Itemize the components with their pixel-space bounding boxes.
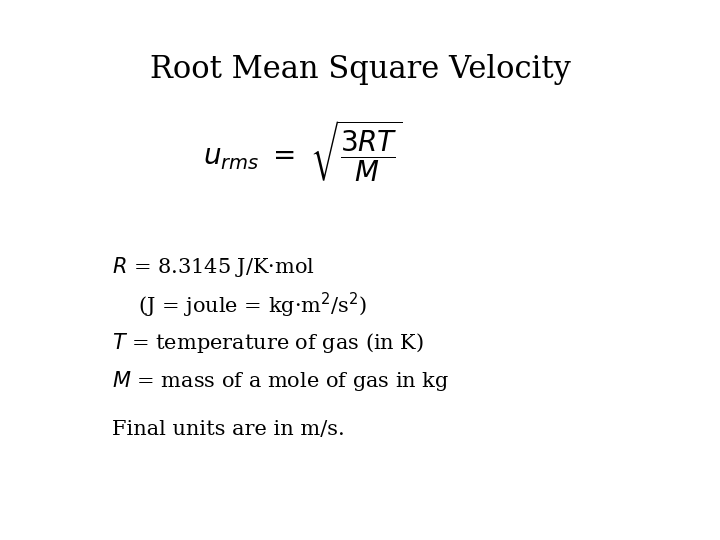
Text: (J = joule = kg·m$^2$/s$^2$): (J = joule = kg·m$^2$/s$^2$) bbox=[112, 291, 366, 320]
Text: $u_{rms}\ =\ \sqrt{\dfrac{3RT}{M}}$: $u_{rms}\ =\ \sqrt{\dfrac{3RT}{M}}$ bbox=[203, 119, 402, 184]
Text: Final units are in m/s.: Final units are in m/s. bbox=[112, 420, 344, 439]
Text: Root Mean Square Velocity: Root Mean Square Velocity bbox=[150, 54, 570, 85]
Text: $R$ = 8.3145 J/K·mol: $R$ = 8.3145 J/K·mol bbox=[112, 255, 315, 279]
Text: $T$ = temperature of gas (in K): $T$ = temperature of gas (in K) bbox=[112, 331, 423, 355]
Text: $M$ = mass of a mole of gas in kg: $M$ = mass of a mole of gas in kg bbox=[112, 369, 449, 393]
